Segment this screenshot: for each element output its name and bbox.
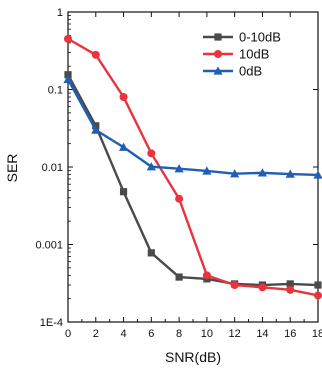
marker-circle	[258, 283, 267, 292]
x-tick-label: 0	[65, 328, 71, 340]
marker-square	[64, 71, 72, 79]
x-axis-title: SNR(dB)	[165, 349, 221, 365]
marker-triangle	[118, 142, 129, 151]
marker-circle	[314, 291, 322, 300]
plot-frame	[67, 11, 319, 323]
series-10db	[64, 34, 322, 300]
x-tick-label: 6	[148, 328, 154, 340]
y-tick-label: 0.1	[48, 85, 63, 97]
marker-triangle	[63, 74, 73, 84]
y-tick-label: 0.001	[35, 240, 63, 252]
legend-label: 0-10dB	[239, 30, 281, 45]
x-tick-label: 18	[312, 328, 322, 340]
marker-triangle	[285, 169, 295, 178]
plot-area	[63, 11, 322, 323]
marker-square	[147, 249, 155, 257]
marker-circle	[147, 149, 156, 158]
x-tick-label: 14	[256, 328, 268, 340]
legend-entry: 0dB	[203, 64, 262, 79]
marker-circle	[119, 93, 128, 102]
marker-triangle	[174, 164, 184, 173]
marker-circle	[64, 34, 72, 43]
marker-circle	[91, 50, 100, 59]
legend-label: 10dB	[239, 47, 269, 62]
marker-square	[286, 280, 294, 288]
marker-square	[314, 281, 322, 289]
x-tick-label: 2	[93, 328, 99, 340]
legend: 0-10dB 10dB 0dB	[203, 30, 281, 79]
marker-triangle	[202, 166, 212, 175]
marker-circle	[214, 50, 222, 58]
marker-circle	[202, 271, 211, 280]
marker-square	[175, 273, 183, 281]
y-tick-label: 1	[57, 7, 63, 19]
x-tick-label: 10	[201, 328, 213, 340]
legend-entry: 10dB	[203, 47, 269, 62]
marker-circle	[286, 285, 295, 294]
x-tick-label: 4	[120, 328, 126, 340]
y-tick-label: 1E-4	[40, 317, 63, 329]
marker-triangle	[313, 170, 322, 179]
y-axis-title-group: SER	[4, 154, 20, 183]
legend-entry: 0-10dB	[203, 30, 281, 45]
marker-triangle	[213, 66, 223, 75]
series-line	[67, 37, 319, 297]
x-tick-label: 16	[284, 328, 296, 340]
y-axis-title: SER	[4, 154, 20, 183]
marker-triangle	[257, 168, 268, 177]
marker-square	[214, 33, 222, 41]
marker-square	[119, 188, 128, 196]
marker-circle	[230, 281, 239, 290]
x-tick-label: 8	[176, 328, 182, 340]
ticks-layer: 0 2 4 6 8 10 12 14 16 18 1 0.1 0.01 0.001 1E-4	[35, 7, 322, 340]
marker-triangle	[146, 162, 156, 171]
marker-circle	[175, 194, 184, 203]
legend-label: 0dB	[239, 64, 262, 79]
x-tick-label: 12	[229, 328, 241, 340]
y-tick-label: 0.01	[42, 162, 63, 174]
series-line	[66, 74, 319, 287]
series-line	[66, 78, 319, 177]
series-0-10db	[64, 71, 322, 289]
marker-triangle	[230, 169, 240, 178]
marker-triangle	[91, 125, 101, 134]
series-0db	[63, 74, 322, 179]
